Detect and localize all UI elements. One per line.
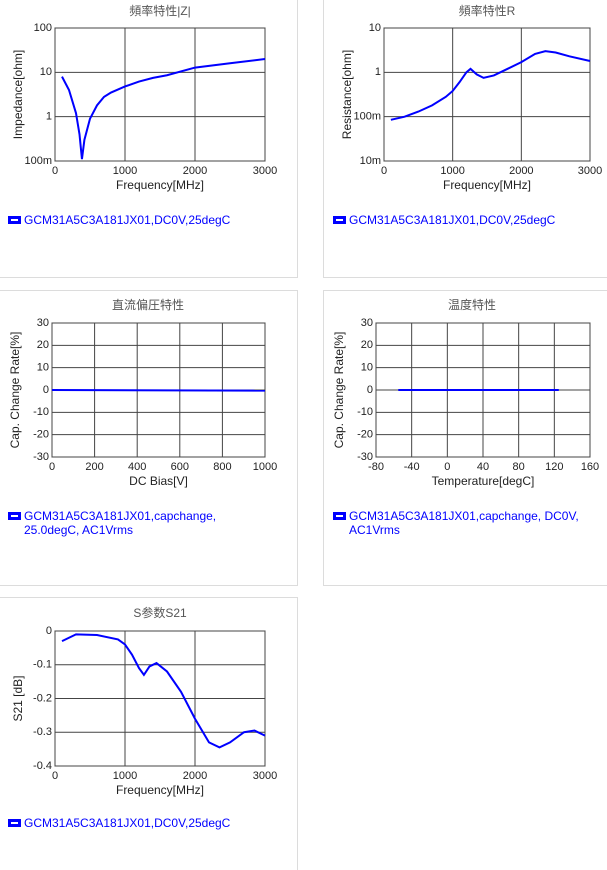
x-tick-label: 160 [581, 461, 599, 473]
plot-area [383, 27, 591, 162]
y-tick-label: -10 [33, 406, 49, 418]
x-tick-label: 3000 [578, 165, 602, 177]
y-tick-label: 10 [37, 362, 49, 374]
x-tick-label: 800 [213, 461, 231, 473]
legend-label: GCM31A5C3A181JX01,capchange, DC0V, AC1Vr… [349, 509, 579, 537]
x-tick-label: 2000 [509, 165, 533, 177]
panel [0, 597, 298, 870]
y-axis-label: Impedance[ohm] [11, 50, 25, 139]
y-tick-label: 100m [24, 155, 52, 167]
x-tick-label: -80 [368, 461, 384, 473]
panel [0, 0, 298, 278]
legend-entry: GCM31A5C3A181JX01,DC0V,25degC [8, 816, 284, 830]
chart-title: 頻率特性|Z| [129, 3, 191, 18]
x-tick-label: 0 [381, 165, 387, 177]
y-tick-label: 1 [46, 111, 52, 123]
legend-label: GCM31A5C3A181JX01,DC0V,25degC [24, 816, 231, 830]
panel [323, 0, 607, 278]
x-tick-label: -40 [404, 461, 420, 473]
x-tick-label: 400 [128, 461, 146, 473]
x-tick-label: 1000 [440, 165, 464, 177]
y-tick-label: 10m [360, 155, 381, 167]
legend-marker [8, 216, 21, 224]
y-tick-label: -0.1 [33, 659, 52, 671]
y-axis-label: Resistance[ohm] [340, 50, 354, 139]
x-tick-label: 0 [49, 461, 55, 473]
x-axis-label: Temperature[degC] [432, 474, 535, 488]
y-axis-label: Cap. Change Rate[%] [332, 332, 346, 449]
panel [0, 290, 298, 586]
data-line [51, 389, 266, 392]
y-tick-label: 100m [353, 111, 381, 123]
y-tick-label: 1 [375, 66, 381, 78]
x-tick-label: 0 [52, 770, 58, 782]
x-axis-label: Frequency[MHz] [116, 783, 204, 797]
chart-title: S参数S21 [133, 605, 187, 620]
y-axis-label: Cap. Change Rate[%] [8, 332, 22, 449]
y-tick-label: -10 [357, 406, 373, 418]
y-tick-label: 0 [46, 625, 52, 637]
x-axis-label: Frequency[MHz] [116, 178, 204, 192]
y-tick-label: 0 [367, 384, 373, 396]
legend-marker [8, 819, 21, 827]
chart-title: 直流偏圧特性 [112, 297, 184, 312]
y-tick-label: 10 [361, 362, 373, 374]
x-tick-label: 2000 [183, 770, 207, 782]
y-tick-label: -20 [33, 429, 49, 441]
legend-entry: GCM31A5C3A181JX01,DC0V,25degC [8, 213, 284, 227]
x-tick-label: 1000 [253, 461, 277, 473]
y-tick-label: -30 [33, 451, 49, 463]
x-axis-label: Frequency[MHz] [443, 178, 531, 192]
legend-label: GCM31A5C3A181JX01,DC0V,25degC [24, 213, 231, 227]
x-tick-label: 80 [513, 461, 525, 473]
x-tick-label: 120 [545, 461, 563, 473]
y-tick-label: 0 [43, 384, 49, 396]
y-tick-label: 30 [37, 317, 49, 329]
legend-entry: GCM31A5C3A181JX01,capchange, 25.0degC, A… [8, 509, 246, 537]
x-tick-label: 0 [52, 165, 58, 177]
x-tick-label: 40 [477, 461, 489, 473]
panel [323, 290, 607, 586]
y-tick-label: 10 [40, 66, 52, 78]
legend-marker [333, 216, 346, 224]
y-tick-label: 10 [369, 22, 381, 34]
y-tick-label: 20 [37, 339, 49, 351]
x-tick-label: 1000 [113, 770, 137, 782]
x-axis-label: DC Bias[V] [129, 474, 188, 488]
chart-title: 温度特性 [448, 297, 496, 312]
y-tick-label: 20 [361, 339, 373, 351]
y-tick-label: -30 [357, 451, 373, 463]
x-tick-label: 3000 [253, 165, 277, 177]
legend-entry: GCM31A5C3A181JX01,capchange, DC0V, AC1Vr… [333, 509, 607, 537]
y-tick-label: -0.4 [33, 760, 52, 772]
legend-label: GCM31A5C3A181JX01,capchange, 25.0degC, A… [24, 509, 217, 537]
legend-entry: GCM31A5C3A181JX01,DC0V,25degC [333, 213, 607, 227]
y-tick-label: -0.3 [33, 726, 52, 738]
y-tick-label: -20 [357, 429, 373, 441]
x-tick-label: 200 [85, 461, 103, 473]
data-line [61, 633, 266, 749]
x-tick-label: 600 [171, 461, 189, 473]
data-line [61, 57, 266, 160]
legend-label: GCM31A5C3A181JX01,DC0V,25degC [349, 213, 556, 227]
y-tick-label: 30 [361, 317, 373, 329]
x-tick-label: 0 [444, 461, 450, 473]
x-tick-label: 1000 [113, 165, 137, 177]
y-tick-label: -0.2 [33, 692, 52, 704]
y-tick-label: 100 [34, 22, 52, 34]
plot-area [54, 27, 266, 162]
y-axis-label: S21 [dB] [11, 675, 25, 721]
legend-marker [8, 512, 21, 520]
x-tick-label: 2000 [183, 165, 207, 177]
chart-title: 頻率特性R [459, 3, 516, 18]
data-line [390, 50, 591, 121]
legend-marker [333, 512, 346, 520]
x-tick-label: 3000 [253, 770, 277, 782]
